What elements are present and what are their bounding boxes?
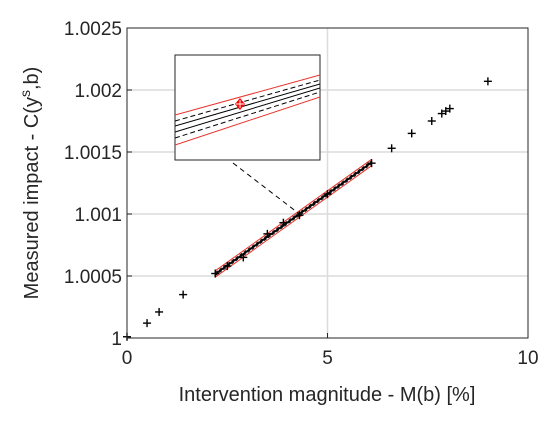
data-point <box>437 109 446 118</box>
data-point <box>279 218 288 227</box>
band-outer-upper <box>214 158 372 272</box>
data-point <box>367 159 376 168</box>
inset-zoom <box>174 54 321 161</box>
y-axis-label-main: Measured impact - C(y <box>21 97 43 299</box>
inset-dashed-lower <box>175 91 320 139</box>
y-axis-label-tail: ,b) <box>21 67 43 90</box>
band-dashed-upper <box>214 160 372 273</box>
data-point <box>387 144 396 153</box>
axis-ticks: 0 5 10 1 1.0005 1.001 1.0015 1.002 1.0025 <box>64 19 539 369</box>
y-tick-label: 1.001 <box>74 205 122 226</box>
y-tick-label: 1 <box>111 329 122 350</box>
data-points <box>123 77 492 341</box>
data-point <box>143 319 152 328</box>
data-point <box>239 253 248 262</box>
band-outer-lower <box>214 165 372 278</box>
inset-outer-lower <box>175 96 320 146</box>
y-axis-label: Measured impact - C(ys,b) <box>17 67 43 300</box>
x-tick-label: 0 <box>122 348 133 369</box>
inset-dashed-upper <box>175 79 320 122</box>
data-point <box>323 190 332 199</box>
data-point <box>483 77 492 86</box>
y-tick-label: 1.002 <box>74 81 122 102</box>
inset-box <box>174 54 321 161</box>
data-point <box>211 269 220 278</box>
data-point <box>445 104 454 113</box>
data-point <box>427 117 436 125</box>
x-axis-label: Intervention magnitude - M(b) [%] <box>179 384 476 406</box>
inset-outer-upper <box>175 74 320 116</box>
data-point <box>295 211 304 220</box>
inset-inner-lower <box>175 87 320 133</box>
x-tick-label: 5 <box>322 348 333 369</box>
y-tick-label: 1.0025 <box>64 19 122 40</box>
inset-lines <box>175 74 320 146</box>
data-point <box>407 129 416 138</box>
fit-line <box>214 161 372 275</box>
inset-connector <box>232 162 300 215</box>
y-axis-label-superscript: s <box>17 90 33 97</box>
data-point <box>179 290 188 299</box>
x-tick-label: 10 <box>517 348 538 369</box>
y-tick-label: 1.0005 <box>64 267 122 288</box>
data-point <box>155 307 164 316</box>
inset-inner-upper <box>175 83 320 127</box>
data-point <box>223 262 232 271</box>
data-point <box>441 107 450 116</box>
y-tick-label: 1.0015 <box>64 143 122 164</box>
data-point <box>263 229 272 238</box>
